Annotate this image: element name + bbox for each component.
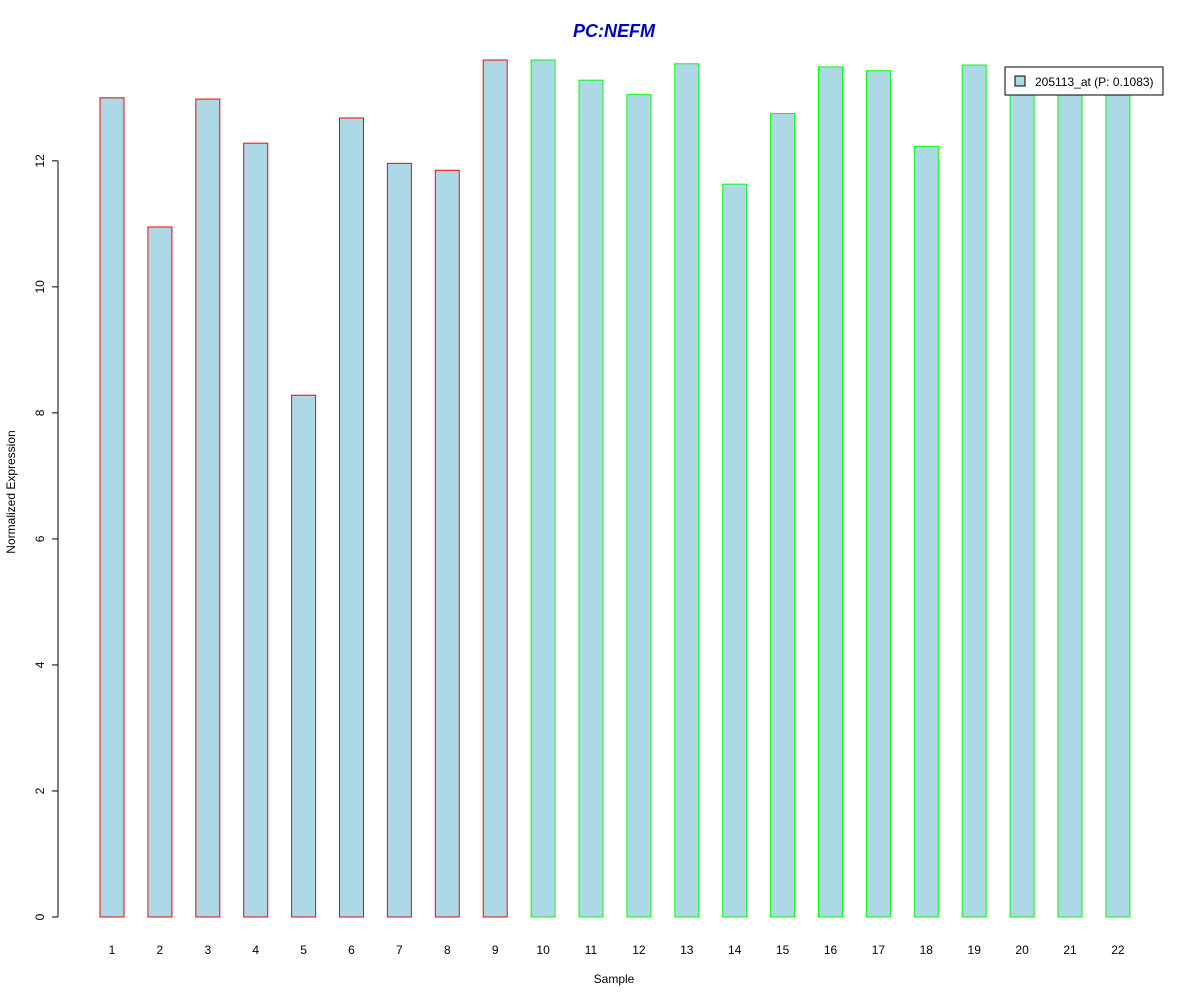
y-tick-label: 2 — [33, 787, 47, 794]
legend-box — [1004, 66, 1164, 96]
bar-sample-18 — [913, 145, 939, 918]
bar-sample-11 — [578, 79, 604, 918]
y-axis: 0 2 4 6 8 10 12 — [33, 154, 59, 920]
bar-sample-16 — [818, 66, 843, 918]
bar-sample-5 — [291, 394, 317, 918]
x-tick-label: 19 — [968, 943, 982, 957]
legend-swatch — [1014, 75, 1026, 87]
x-tick-label: 10 — [536, 943, 550, 957]
x-tick-label: 3 — [204, 943, 211, 957]
x-tick-label: 7 — [396, 943, 403, 957]
x-tick-label: 13 — [680, 943, 694, 957]
legend: 205113_at (P: 0.1083) — [1004, 66, 1164, 96]
bar-sample-1 — [99, 97, 125, 918]
bar-sample-14 — [722, 183, 748, 918]
y-tick-label: 8 — [33, 409, 47, 416]
x-tick-label: 2 — [157, 943, 164, 957]
bar-sample-9 — [482, 59, 508, 918]
y-tick-label: 4 — [33, 661, 47, 668]
x-axis-title: Sample — [594, 972, 635, 986]
bars-group — [99, 59, 1131, 918]
x-tick-label: 16 — [824, 943, 838, 957]
bar-sample-19 — [961, 64, 987, 918]
x-tick-label: 1 — [109, 943, 116, 957]
x-tick-label: 22 — [1111, 943, 1125, 957]
y-tick-label: 10 — [33, 280, 47, 294]
x-tick-label: 11 — [585, 943, 598, 957]
bar-sample-17 — [865, 70, 891, 918]
x-tick-label: 14 — [728, 943, 742, 957]
bar-sample-3 — [195, 98, 221, 918]
legend-label: 205113_at (P: 0.1083) — [1035, 75, 1154, 89]
bar-sample-22 — [1105, 91, 1131, 918]
bar-sample-6 — [339, 117, 364, 918]
bar-sample-13 — [674, 63, 700, 918]
bar-sample-2 — [147, 226, 173, 918]
chart-title: PC:NEFM — [573, 21, 656, 41]
x-tick-label: 21 — [1063, 943, 1077, 957]
x-tick-label: 18 — [920, 943, 934, 957]
bar-sample-20 — [1009, 91, 1035, 918]
x-tick-label: 12 — [632, 943, 646, 957]
x-tick-labels: 1 2 3 4 5 6 7 8 9 10 11 12 13 14 15 16 17 18 19 20 21 22 — [109, 943, 1125, 957]
x-tick-label: 4 — [252, 943, 259, 957]
x-tick-label: 15 — [776, 943, 790, 957]
y-tick-label: 6 — [33, 535, 47, 542]
y-tick-label: 12 — [33, 154, 47, 168]
x-tick-label: 9 — [492, 943, 499, 957]
y-tick-label: 0 — [33, 913, 47, 920]
x-tick-label: 6 — [348, 943, 355, 957]
bar-sample-4 — [243, 142, 269, 918]
bar-sample-8 — [434, 169, 460, 918]
x-tick-label: 17 — [872, 943, 886, 957]
x-tick-label: 8 — [444, 943, 451, 957]
bar-sample-12 — [626, 94, 652, 918]
bar-sample-7 — [386, 162, 412, 918]
bar-sample-10 — [530, 59, 556, 918]
x-tick-label: 20 — [1015, 943, 1029, 957]
y-axis-title: Normalized Expression — [4, 430, 18, 553]
bar-sample-15 — [770, 113, 796, 918]
x-tick-label: 5 — [300, 943, 307, 957]
bar-sample-21 — [1057, 91, 1083, 918]
